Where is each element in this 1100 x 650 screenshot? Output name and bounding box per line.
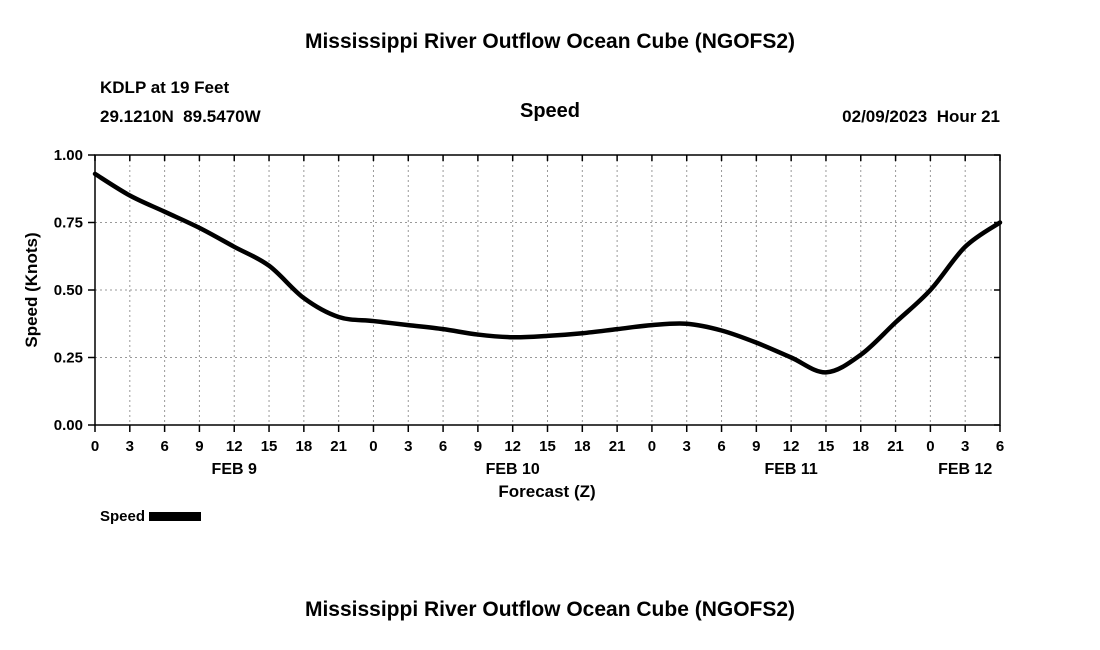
x-tick-label: 21 <box>330 438 347 455</box>
y-tick-label: 1.00 <box>54 147 83 164</box>
y-tick-label: 0.50 <box>54 282 83 299</box>
footer-title: Mississippi River Outflow Ocean Cube (NG… <box>304 598 796 621</box>
x-tick-label: 21 <box>609 438 626 455</box>
x-tick-label: 15 <box>818 438 835 455</box>
x-tick-label: 12 <box>504 438 521 455</box>
y-tick-label: 0.75 <box>54 215 83 232</box>
x-tick-label: 3 <box>126 438 134 455</box>
station-name: KDLP at 19 Feet <box>100 78 230 97</box>
x-tick-label: 0 <box>369 438 377 455</box>
x-tick-label: 9 <box>195 438 203 455</box>
x-tick-label: 18 <box>574 438 591 455</box>
x-tick-label: 6 <box>439 438 447 455</box>
x-tick-label: 12 <box>783 438 800 455</box>
x-tick-label: 3 <box>683 438 691 455</box>
x-tick-label: 12 <box>226 438 243 455</box>
station-coordinates: 29.1210N 89.5470W <box>100 107 261 126</box>
day-label: FEB 10 <box>486 461 540 478</box>
day-label: FEB 9 <box>212 461 257 478</box>
x-tick-label: 15 <box>261 438 278 455</box>
chart-title: Speed <box>519 100 581 122</box>
page-title: Mississippi River Outflow Ocean Cube (NG… <box>304 30 796 53</box>
x-tick-label: 9 <box>474 438 482 455</box>
x-axis-label: Forecast (Z) <box>498 482 596 501</box>
x-tick-label: 0 <box>926 438 934 455</box>
x-tick-label: 0 <box>648 438 656 455</box>
x-tick-label: 18 <box>296 438 313 455</box>
x-tick-label: 18 <box>852 438 869 455</box>
y-axis-label: Speed (Knots) <box>22 232 41 348</box>
day-label: FEB 11 <box>764 461 817 478</box>
y-tick-label: 0.25 <box>54 350 83 367</box>
x-tick-label: 15 <box>539 438 556 455</box>
x-tick-label: 6 <box>996 438 1004 455</box>
x-tick-label: 3 <box>404 438 412 455</box>
speed-line <box>92 171 1003 375</box>
x-tick-label: 9 <box>752 438 760 455</box>
x-tick-label: 3 <box>961 438 969 455</box>
model-run-info: 02/09/2023 Hour 21 <box>842 107 1000 126</box>
x-tick-label: 6 <box>160 438 168 455</box>
y-tick-label: 0.00 <box>54 417 83 434</box>
x-tick-label: 6 <box>717 438 725 455</box>
legend-label: Speed <box>100 508 146 525</box>
day-label: FEB 12 <box>938 461 992 478</box>
x-tick-label: 21 <box>887 438 904 455</box>
x-tick-label: 0 <box>91 438 99 455</box>
legend-line-swatch <box>149 512 202 521</box>
legend: Speed <box>100 508 202 525</box>
